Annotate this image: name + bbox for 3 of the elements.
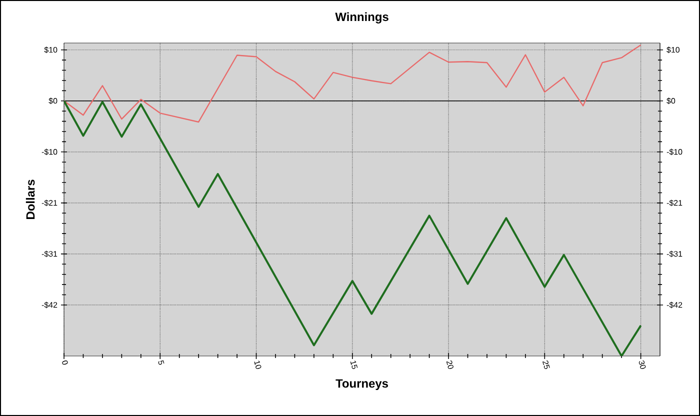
chart-title: Winnings: [335, 12, 388, 24]
y-axis-title: Dollars: [26, 180, 35, 219]
x-axis-title: Tourneys: [336, 379, 388, 390]
